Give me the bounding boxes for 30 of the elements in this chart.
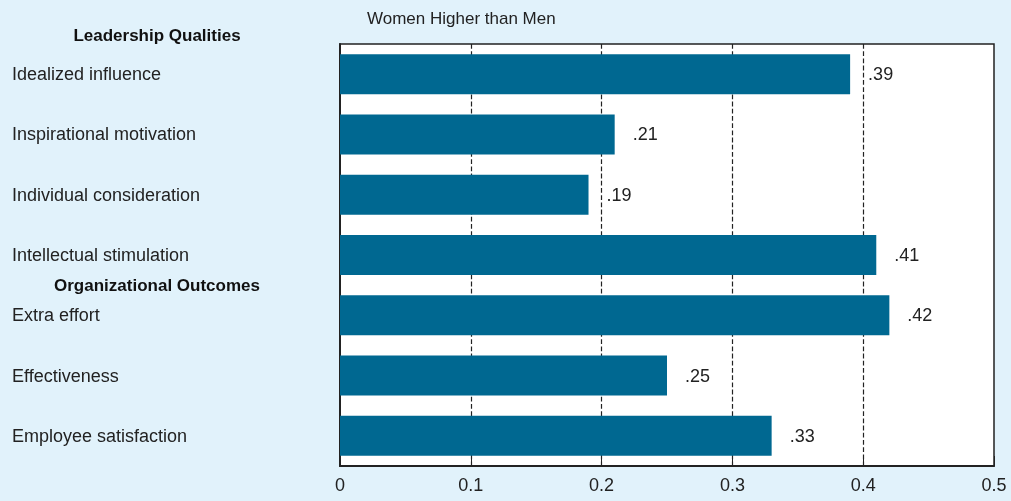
bar [340, 114, 615, 155]
data-label: .33 [789, 425, 815, 446]
data-label: .21 [632, 124, 658, 145]
x-tick-label: 0.4 [850, 475, 876, 495]
x-tick-label: 0.2 [589, 475, 615, 495]
x-tick-label: 0 [334, 475, 346, 495]
bar [340, 415, 772, 456]
data-label: .42 [907, 305, 933, 326]
bar [340, 54, 851, 95]
y-tick-label: Intellectual stimulation [12, 245, 190, 265]
bar [340, 174, 589, 215]
bar [340, 355, 667, 396]
data-label: .39 [868, 64, 894, 85]
y-tick-label: Effectiveness [12, 365, 119, 386]
y-tick-label: Idealized influence [12, 64, 162, 85]
y-tick-label: Employee satisfaction [12, 425, 188, 446]
text: Organizational Outcomes [54, 275, 260, 295]
x-axis-title: Women Higher than Men [367, 9, 556, 28]
bar [340, 295, 890, 336]
x-tick-label: 0.1 [458, 475, 484, 495]
bar [340, 235, 877, 275]
data-label: .25 [685, 365, 711, 386]
x-tick-label: 0.3 [719, 475, 745, 495]
y-tick-label: Extra effort [12, 305, 100, 326]
text: Leadership Qualities [73, 25, 241, 45]
y-tick-label: Individual consideration [12, 184, 201, 205]
y-tick-label: Inspirational motivation [12, 124, 197, 145]
data-label: .41 [894, 245, 920, 265]
data-label: .19 [606, 184, 632, 205]
x-tick-label: 0.5 [981, 475, 1007, 495]
